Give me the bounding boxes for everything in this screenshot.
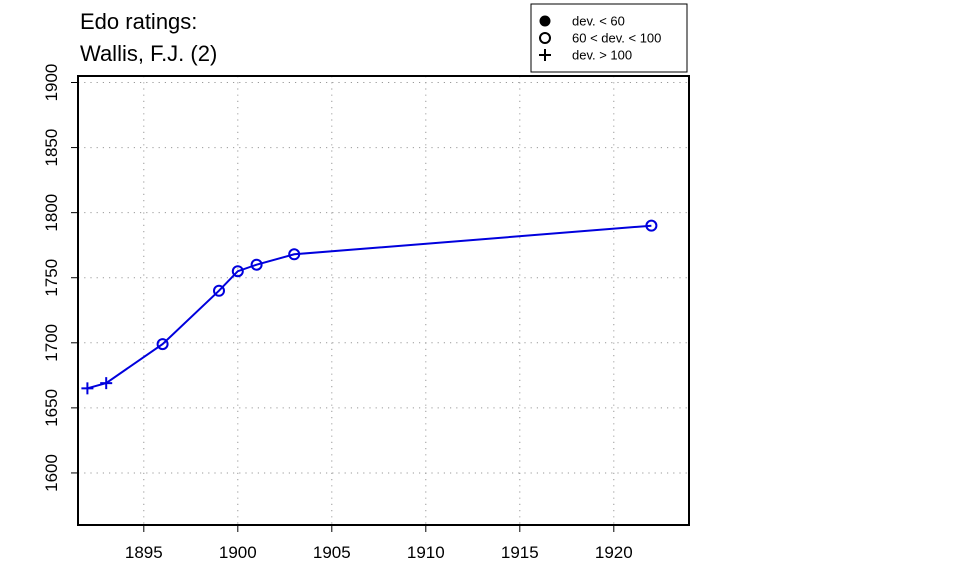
legend-marker bbox=[539, 32, 551, 44]
data-series bbox=[81, 219, 658, 395]
y-tick-label: 1600 bbox=[42, 454, 61, 492]
legend-label: 60 < dev. < 100 bbox=[572, 31, 661, 46]
plot-frame bbox=[77, 75, 690, 526]
x-tick-label: 1910 bbox=[407, 543, 445, 562]
x-tick-label: 1915 bbox=[501, 543, 539, 562]
axis-ticks: 1895 1900 1905 1910 1915 1920 1600 1650 1700 1750… bbox=[42, 64, 633, 562]
data-point bbox=[156, 338, 169, 351]
x-tick-label: 1920 bbox=[595, 543, 633, 562]
y-tick-label: 1700 bbox=[42, 324, 61, 362]
y-tick-label: 1800 bbox=[42, 194, 61, 232]
data-point bbox=[250, 258, 263, 271]
y-tick-label: 1850 bbox=[42, 129, 61, 167]
chart-title-line-1: Edo ratings: bbox=[80, 9, 198, 34]
legend-box bbox=[530, 3, 688, 73]
y-tick-label: 1650 bbox=[42, 389, 61, 427]
x-tick-label: 1895 bbox=[125, 543, 163, 562]
x-tick-label: 1900 bbox=[219, 543, 257, 562]
legend-marker bbox=[539, 49, 551, 61]
data-point bbox=[288, 248, 301, 261]
data-point bbox=[213, 284, 225, 297]
chart-title-line-2: Wallis, F.J. (2) bbox=[80, 41, 218, 66]
grid-lines bbox=[78, 76, 689, 525]
data-point bbox=[100, 377, 113, 390]
y-tick-label: 1750 bbox=[42, 259, 61, 297]
data-point bbox=[645, 219, 658, 232]
y-tick-label: 1900 bbox=[42, 64, 61, 102]
data-point bbox=[231, 265, 244, 278]
legend-label: dev. > 100 bbox=[572, 48, 632, 63]
legend: dev. < 60 60 < dev. < 100 dev. > 100 bbox=[530, 3, 688, 73]
legend-marker bbox=[539, 15, 551, 27]
data-point bbox=[81, 382, 94, 395]
x-tick-label: 1905 bbox=[313, 543, 351, 562]
legend-label: dev. < 60 bbox=[572, 14, 625, 29]
series-line bbox=[87, 224, 652, 390]
